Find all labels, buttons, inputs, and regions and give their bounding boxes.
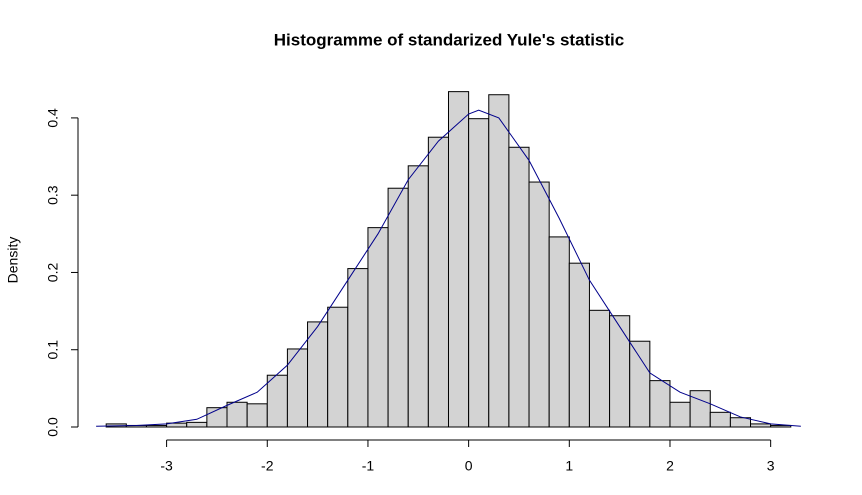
bar xyxy=(367,227,389,428)
y-tick-label: 0.4 xyxy=(45,108,61,128)
bar xyxy=(387,187,409,428)
bar xyxy=(729,417,752,428)
bar xyxy=(609,315,631,428)
bar xyxy=(307,321,329,428)
bar xyxy=(468,118,490,428)
x-tick-label: -3 xyxy=(160,458,173,474)
y-tick-label: 0.1 xyxy=(45,340,61,360)
bar xyxy=(508,146,530,428)
y-axis-label: Density xyxy=(5,237,21,284)
y-tick-label: 0.2 xyxy=(45,263,61,283)
bar xyxy=(246,403,268,428)
bar xyxy=(145,424,168,428)
bar xyxy=(568,262,590,428)
bar xyxy=(669,401,691,428)
density-line xyxy=(96,109,801,427)
bar xyxy=(649,380,671,428)
x-tick-label: 1 xyxy=(565,458,573,474)
bar xyxy=(588,309,611,428)
bar xyxy=(488,94,510,428)
bar xyxy=(709,411,731,428)
x-tick-label: -2 xyxy=(261,458,274,474)
bar xyxy=(327,306,349,428)
bar xyxy=(427,136,449,428)
bar xyxy=(347,268,369,428)
bar xyxy=(447,91,470,428)
chart-title: Histogramme of standarized Yule's statis… xyxy=(274,30,624,49)
bar xyxy=(407,165,429,428)
bar xyxy=(750,423,772,428)
x-tick-label: 2 xyxy=(666,458,674,474)
x-tick-label: 3 xyxy=(767,458,775,474)
bar xyxy=(548,236,570,428)
bar xyxy=(770,424,792,428)
bar xyxy=(528,181,550,428)
bar xyxy=(206,407,228,428)
y-tick-label: 0.0 xyxy=(45,417,61,437)
bar xyxy=(689,390,711,428)
bar xyxy=(226,401,248,428)
bar xyxy=(629,340,651,428)
bar xyxy=(186,421,208,428)
bar xyxy=(266,374,288,428)
x-tick-label: -1 xyxy=(362,458,375,474)
x-tick-label: 0 xyxy=(465,458,473,474)
y-tick-label: 0.3 xyxy=(45,185,61,205)
